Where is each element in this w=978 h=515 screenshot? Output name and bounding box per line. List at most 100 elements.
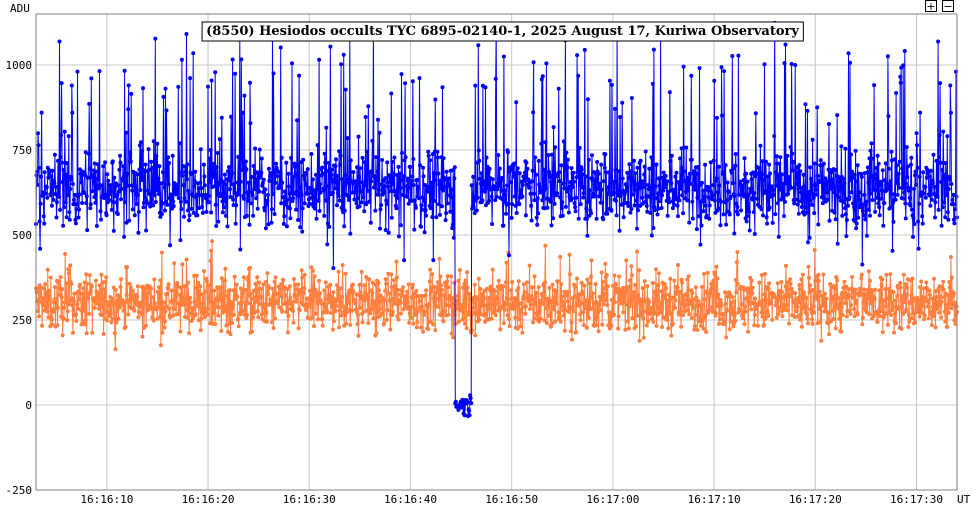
data-point bbox=[794, 309, 799, 314]
data-point bbox=[165, 202, 170, 207]
data-point bbox=[916, 298, 921, 303]
data-point bbox=[946, 187, 951, 191]
data-point bbox=[158, 343, 163, 348]
data-point bbox=[356, 134, 361, 139]
data-point bbox=[198, 180, 203, 185]
data-point bbox=[601, 286, 606, 291]
data-point bbox=[384, 201, 389, 206]
data-point bbox=[656, 191, 660, 196]
data-point bbox=[787, 175, 792, 179]
data-point bbox=[579, 280, 584, 285]
data-point bbox=[451, 335, 456, 340]
data-point bbox=[337, 308, 342, 313]
data-point bbox=[863, 202, 868, 207]
data-point bbox=[492, 308, 497, 313]
data-point bbox=[295, 118, 300, 123]
data-point bbox=[864, 199, 869, 204]
data-point bbox=[577, 145, 582, 150]
data-point bbox=[637, 338, 642, 343]
data-point bbox=[175, 280, 180, 285]
data-point bbox=[44, 185, 49, 190]
data-point bbox=[680, 165, 685, 170]
data-point bbox=[860, 315, 865, 320]
data-point bbox=[903, 216, 908, 221]
data-point bbox=[441, 188, 445, 193]
data-point bbox=[776, 234, 781, 239]
data-point bbox=[218, 285, 223, 290]
data-point bbox=[885, 54, 890, 59]
data-point bbox=[713, 311, 718, 316]
data-point bbox=[315, 186, 320, 191]
data-point bbox=[952, 221, 957, 226]
data-point bbox=[119, 197, 123, 202]
data-point bbox=[873, 287, 878, 292]
data-point bbox=[414, 288, 419, 293]
data-point bbox=[945, 134, 950, 139]
data-point bbox=[621, 215, 626, 220]
data-point bbox=[128, 159, 133, 164]
data-point bbox=[166, 182, 171, 187]
data-point bbox=[410, 286, 415, 290]
data-point bbox=[799, 190, 804, 195]
data-point bbox=[598, 194, 603, 199]
data-point bbox=[151, 295, 156, 300]
data-point bbox=[325, 221, 330, 226]
zoom-out-button[interactable]: − bbox=[942, 0, 954, 13]
data-point bbox=[163, 208, 167, 213]
data-point bbox=[560, 304, 565, 309]
data-point bbox=[254, 299, 259, 304]
data-point bbox=[640, 195, 645, 200]
data-point bbox=[361, 195, 366, 200]
data-point bbox=[848, 60, 852, 65]
data-point bbox=[352, 197, 357, 202]
data-point bbox=[492, 184, 497, 189]
data-point bbox=[118, 284, 123, 289]
data-point bbox=[699, 302, 704, 307]
data-point bbox=[904, 307, 909, 312]
data-point bbox=[525, 280, 529, 285]
data-point bbox=[723, 163, 728, 168]
data-point bbox=[60, 180, 65, 184]
data-point bbox=[785, 308, 789, 313]
data-point bbox=[142, 168, 147, 173]
data-point bbox=[646, 319, 651, 324]
data-point bbox=[701, 188, 706, 193]
data-point bbox=[446, 312, 451, 317]
data-point bbox=[161, 94, 166, 99]
data-point bbox=[38, 246, 43, 251]
data-point bbox=[177, 292, 182, 297]
zoom-in-button[interactable]: + bbox=[925, 0, 937, 13]
data-point bbox=[655, 196, 659, 201]
data-point bbox=[121, 164, 125, 169]
data-point bbox=[248, 265, 252, 270]
data-point bbox=[414, 325, 419, 330]
data-point bbox=[64, 172, 69, 177]
data-point bbox=[301, 290, 306, 295]
data-point bbox=[239, 156, 244, 161]
data-point bbox=[136, 230, 141, 235]
data-point bbox=[691, 305, 696, 310]
data-point bbox=[951, 192, 956, 197]
data-point bbox=[796, 295, 801, 300]
data-point bbox=[138, 140, 143, 145]
data-point bbox=[279, 282, 284, 287]
data-point bbox=[812, 161, 817, 166]
data-point bbox=[921, 170, 926, 175]
data-point bbox=[929, 323, 934, 328]
data-point bbox=[338, 162, 343, 167]
data-point bbox=[490, 267, 495, 272]
data-point bbox=[518, 188, 523, 193]
data-point bbox=[722, 177, 727, 182]
data-point bbox=[212, 311, 217, 315]
data-point bbox=[747, 302, 752, 307]
data-point bbox=[898, 74, 903, 79]
data-point bbox=[601, 179, 606, 184]
data-point bbox=[904, 182, 909, 186]
data-point bbox=[283, 293, 288, 298]
data-point bbox=[308, 298, 313, 303]
data-point bbox=[437, 256, 442, 261]
data-point bbox=[833, 217, 838, 222]
data-point bbox=[351, 289, 356, 294]
